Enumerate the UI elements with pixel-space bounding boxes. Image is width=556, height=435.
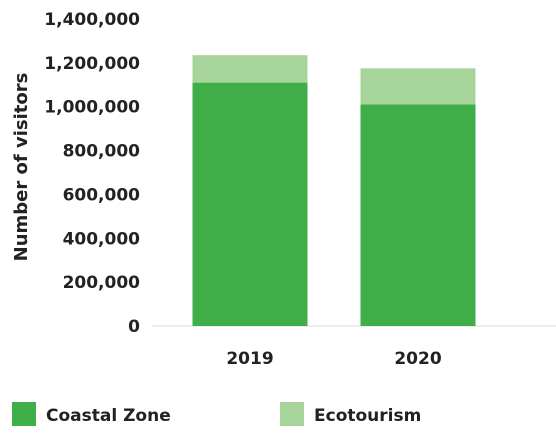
y-tick-label: 400,000	[63, 229, 141, 249]
y-tick-label: 1,400,000	[44, 10, 140, 30]
y-axis-title-group: Number of visitors	[11, 73, 32, 262]
legend: Coastal Zone Ecotourism	[12, 402, 421, 426]
y-tick-label: 600,000	[63, 185, 141, 205]
legend-label: Coastal Zone	[46, 406, 171, 426]
legend-swatch	[280, 402, 304, 426]
x-tick-label: 2019	[226, 349, 273, 369]
y-axis-ticks: 0 200,000 400,000 600,000 800,000 1,000,000 1,…	[44, 10, 140, 337]
y-tick-label: 200,000	[63, 273, 141, 293]
bars	[192, 55, 476, 327]
y-axis-title: Number of visitors	[11, 73, 32, 262]
y-tick-label: 1,000,000	[44, 98, 140, 118]
x-tick-label: 2020	[394, 349, 441, 369]
y-tick-label: 0	[128, 317, 140, 337]
y-tick-label: 1,200,000	[44, 54, 140, 74]
bar-2020-coastal-zone	[360, 104, 476, 327]
y-tick-label: 800,000	[63, 142, 141, 162]
bar-2020-ecotourism	[360, 68, 476, 105]
legend-label: Ecotourism	[314, 406, 421, 426]
legend-swatch	[12, 402, 36, 426]
bar-2019-ecotourism	[192, 55, 308, 83]
x-axis-ticks: 2019 2020	[226, 349, 441, 369]
bar-2019-coastal-zone	[192, 82, 308, 326]
